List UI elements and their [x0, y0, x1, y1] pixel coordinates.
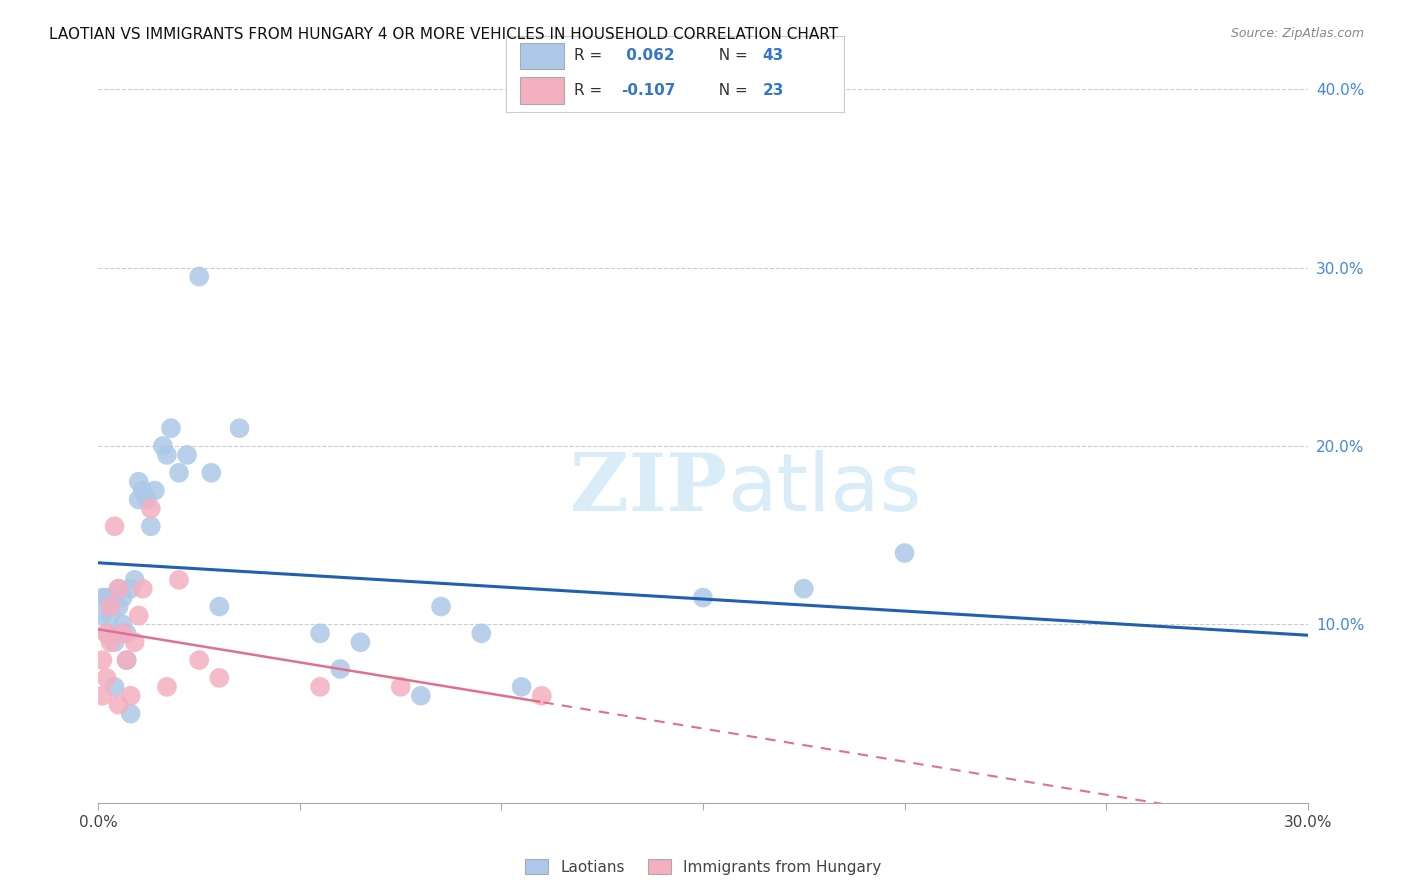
Text: N =: N =: [709, 48, 752, 63]
Point: [124, 635, 146, 649]
Point: [152, 439, 174, 453]
Point: [115, 653, 138, 667]
Text: N =: N =: [709, 83, 752, 98]
Legend: Laotians, Immigrants from Hungary: Laotians, Immigrants from Hungary: [519, 853, 887, 880]
Point: [107, 582, 129, 596]
Point: [128, 492, 150, 507]
Point: [128, 475, 150, 489]
Point: [228, 421, 250, 435]
Point: [135, 492, 157, 507]
Point: [349, 635, 371, 649]
Point: [156, 680, 179, 694]
Point: [96, 671, 118, 685]
Text: R =: R =: [574, 83, 607, 98]
Point: [128, 608, 150, 623]
Point: [132, 483, 155, 498]
Point: [115, 653, 138, 667]
Text: 23: 23: [762, 83, 785, 98]
Text: R =: R =: [574, 48, 607, 63]
Point: [470, 626, 492, 640]
Point: [111, 591, 134, 605]
Point: [692, 591, 714, 605]
Point: [107, 626, 129, 640]
Point: [893, 546, 915, 560]
Point: [111, 626, 134, 640]
FancyBboxPatch shape: [520, 78, 564, 104]
Point: [793, 582, 815, 596]
Point: [309, 626, 332, 640]
Text: atlas: atlas: [727, 450, 921, 528]
Point: [309, 680, 332, 694]
Text: -0.107: -0.107: [621, 83, 675, 98]
Point: [96, 591, 118, 605]
Point: [409, 689, 432, 703]
Point: [139, 501, 162, 516]
Point: [139, 519, 162, 533]
Point: [530, 689, 553, 703]
Point: [143, 483, 166, 498]
Text: LAOTIAN VS IMMIGRANTS FROM HUNGARY 4 OR MORE VEHICLES IN HOUSEHOLD CORRELATION C: LAOTIAN VS IMMIGRANTS FROM HUNGARY 4 OR …: [49, 27, 838, 42]
Point: [107, 599, 129, 614]
Point: [132, 582, 155, 596]
Point: [124, 573, 146, 587]
Point: [91, 608, 114, 623]
Point: [100, 635, 122, 649]
Point: [100, 591, 122, 605]
Point: [103, 519, 125, 533]
Y-axis label: 4 or more Vehicles in Household: 4 or more Vehicles in Household: [0, 322, 7, 570]
Point: [120, 689, 142, 703]
Point: [111, 617, 134, 632]
Point: [167, 573, 190, 587]
Point: [120, 706, 142, 721]
Point: [96, 626, 118, 640]
Point: [96, 626, 118, 640]
Point: [510, 680, 533, 694]
Point: [188, 653, 211, 667]
Point: [176, 448, 198, 462]
Point: [103, 680, 125, 694]
Point: [91, 591, 114, 605]
Point: [100, 608, 122, 623]
Point: [115, 626, 138, 640]
Point: [107, 698, 129, 712]
Point: [120, 582, 142, 596]
Text: 0.062: 0.062: [621, 48, 675, 63]
Point: [91, 653, 114, 667]
Point: [430, 599, 453, 614]
Point: [160, 421, 183, 435]
Point: [200, 466, 222, 480]
Point: [389, 680, 412, 694]
Text: ZIP: ZIP: [571, 450, 727, 528]
Point: [167, 466, 190, 480]
Point: [103, 635, 125, 649]
Point: [188, 269, 211, 284]
Point: [91, 689, 114, 703]
Point: [100, 599, 122, 614]
Point: [107, 582, 129, 596]
FancyBboxPatch shape: [520, 43, 564, 69]
Point: [156, 448, 179, 462]
Point: [329, 662, 352, 676]
Point: [208, 599, 231, 614]
Point: [208, 671, 231, 685]
Text: 43: 43: [762, 48, 785, 63]
Text: Source: ZipAtlas.com: Source: ZipAtlas.com: [1230, 27, 1364, 40]
